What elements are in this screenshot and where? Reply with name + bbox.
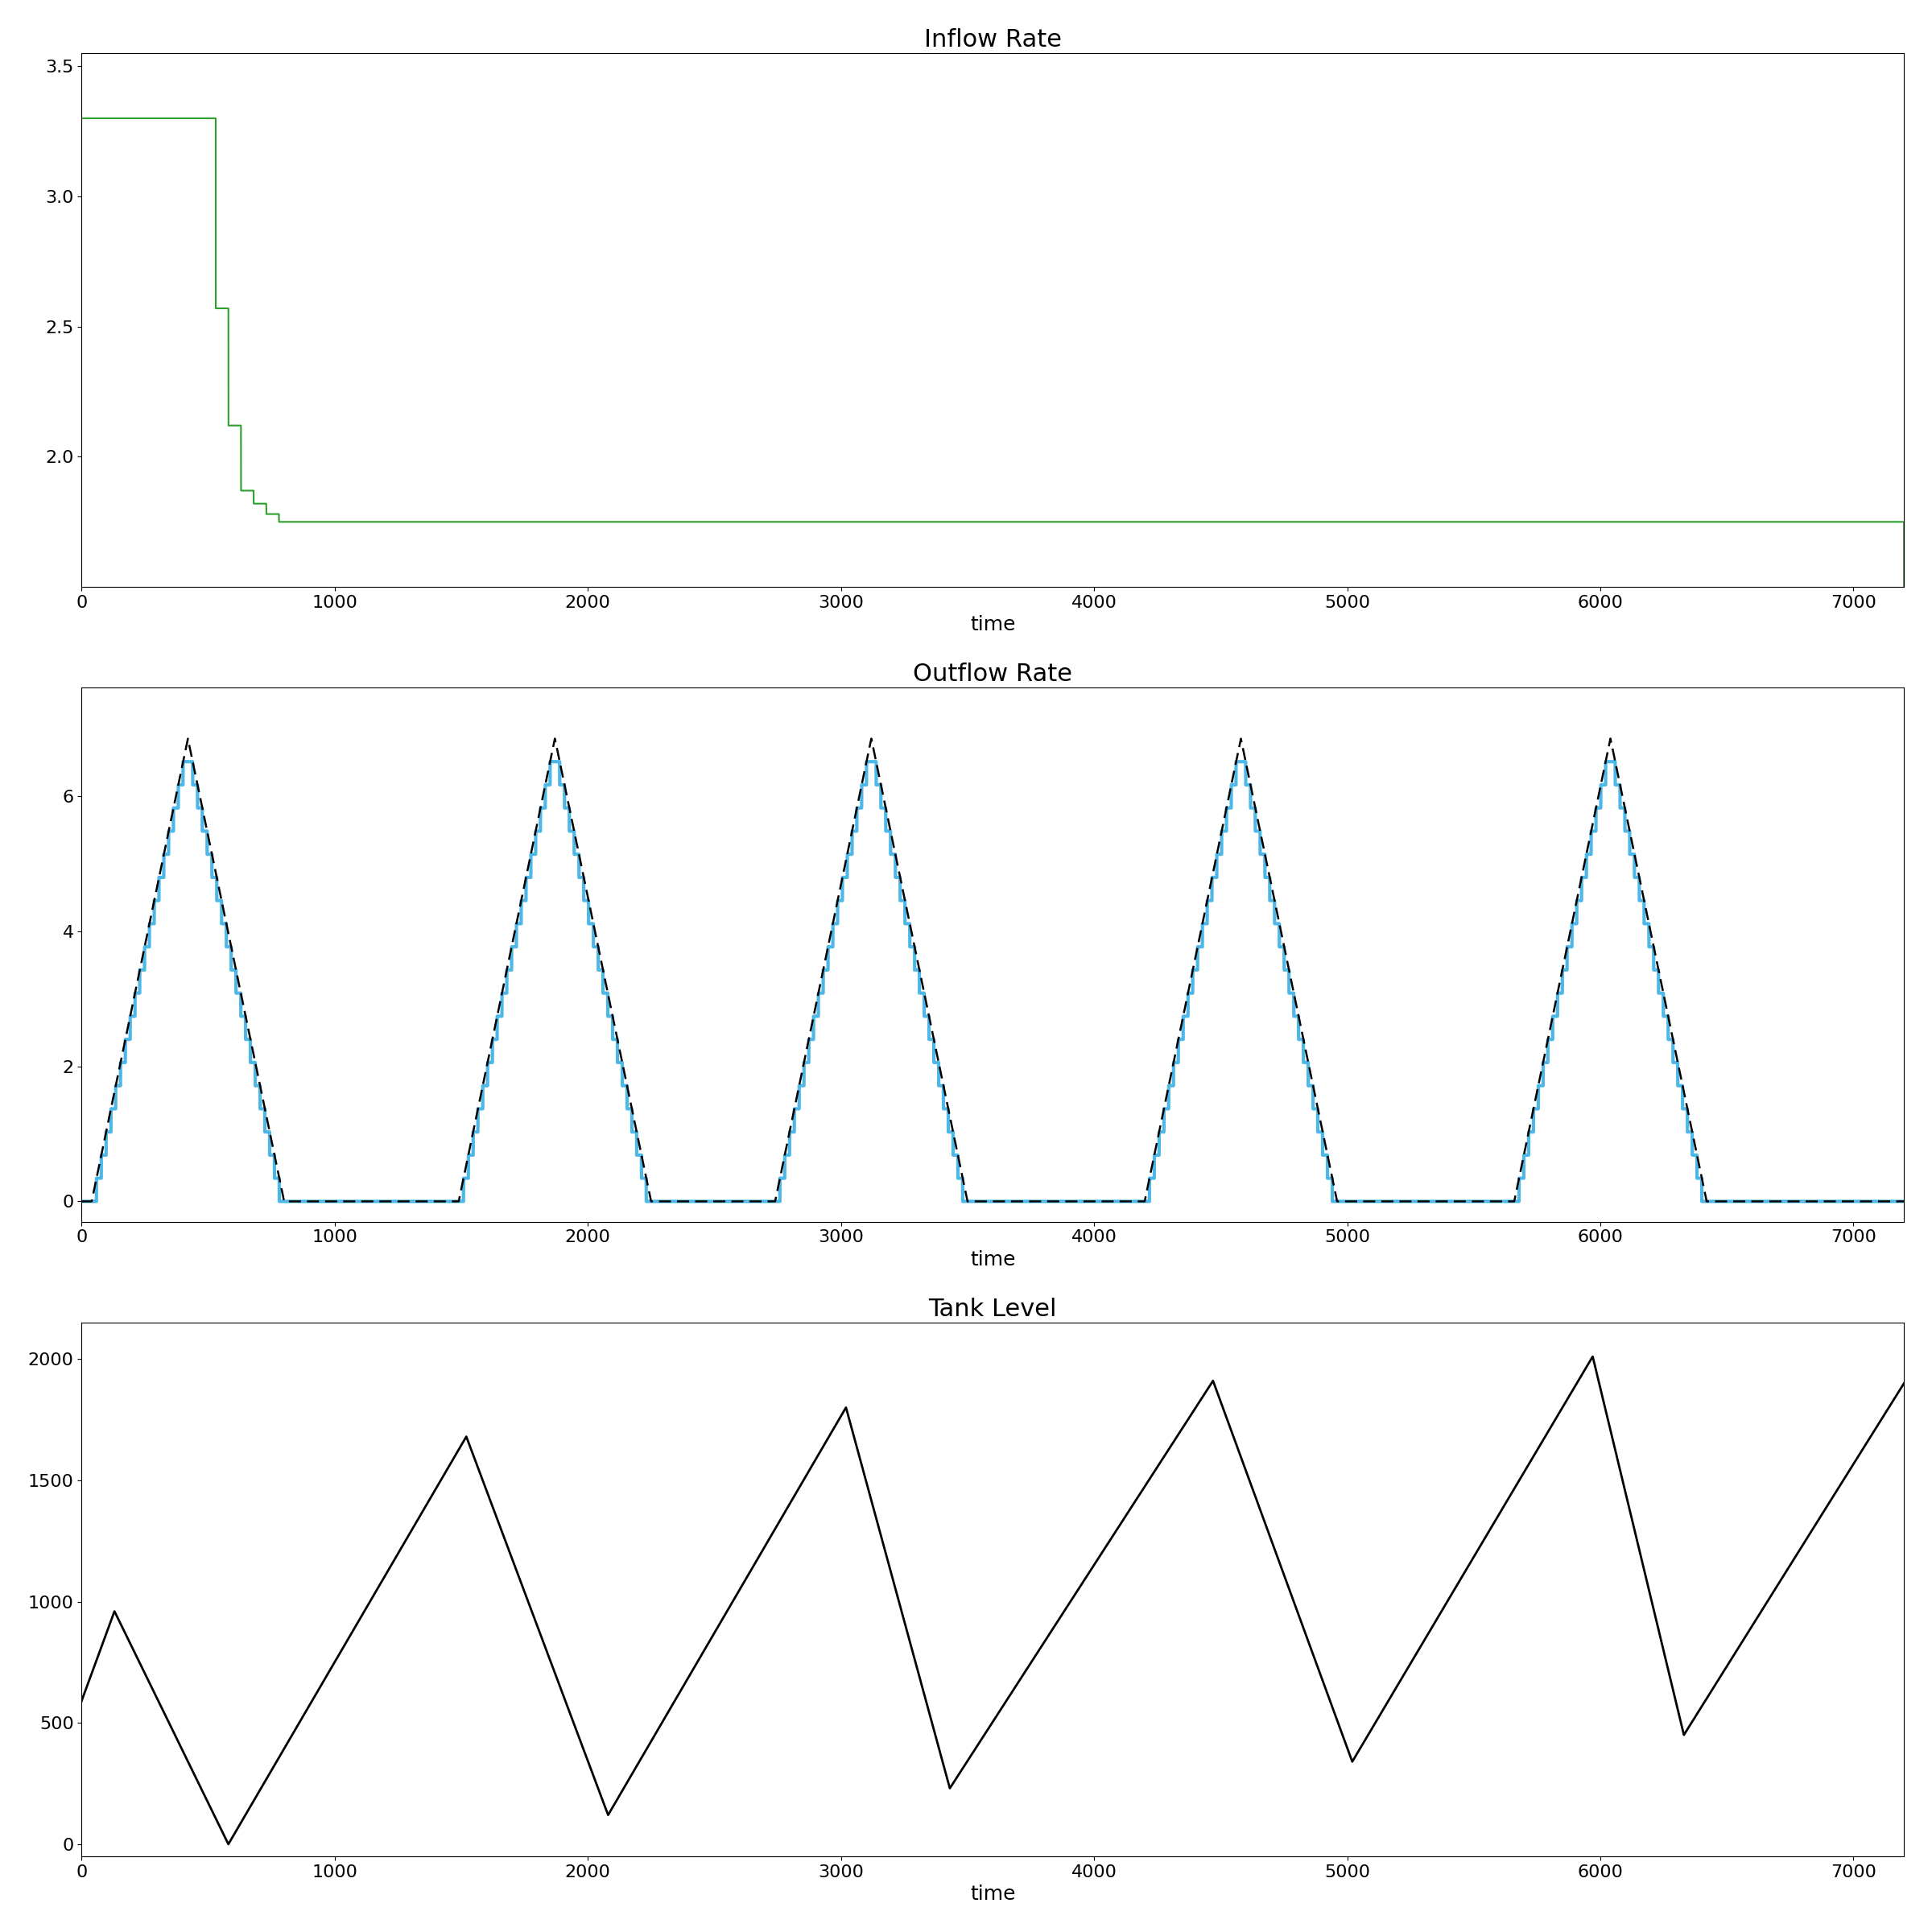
X-axis label: time: time <box>970 1886 1016 1905</box>
Title: Inflow Rate: Inflow Rate <box>923 27 1061 52</box>
Title: Tank Level: Tank Level <box>929 1296 1057 1321</box>
X-axis label: time: time <box>970 1250 1016 1269</box>
Title: Outflow Rate: Outflow Rate <box>914 663 1072 686</box>
X-axis label: time: time <box>970 616 1016 636</box>
